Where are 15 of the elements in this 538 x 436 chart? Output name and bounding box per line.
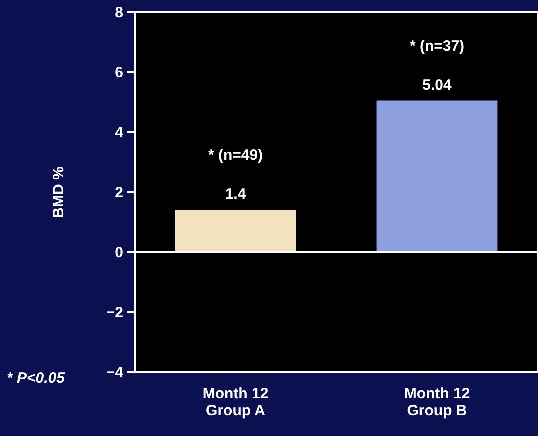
- y-tick-label: 8: [115, 4, 124, 22]
- data-label: 1.4: [225, 186, 247, 203]
- y-tick-label: 0: [115, 244, 124, 262]
- y-tick-label: 2: [115, 184, 124, 202]
- text: * P<0.05: [7, 370, 66, 387]
- y-tick-label: 6: [115, 64, 124, 82]
- data-label: 5.04: [422, 76, 452, 94]
- y-tick-label: 4: [115, 124, 124, 142]
- y-tick-label: −4: [106, 364, 124, 382]
- x-tick-label: Month 12 Group B: [404, 386, 470, 420]
- annotation: * (n=37): [410, 38, 465, 55]
- y-tick-label: −2: [106, 304, 124, 322]
- annotation: * (n=49): [208, 147, 264, 164]
- y-axis-title: BMD %: [50, 166, 68, 218]
- x-tick-label: Month 12 Group A: [202, 386, 269, 420]
